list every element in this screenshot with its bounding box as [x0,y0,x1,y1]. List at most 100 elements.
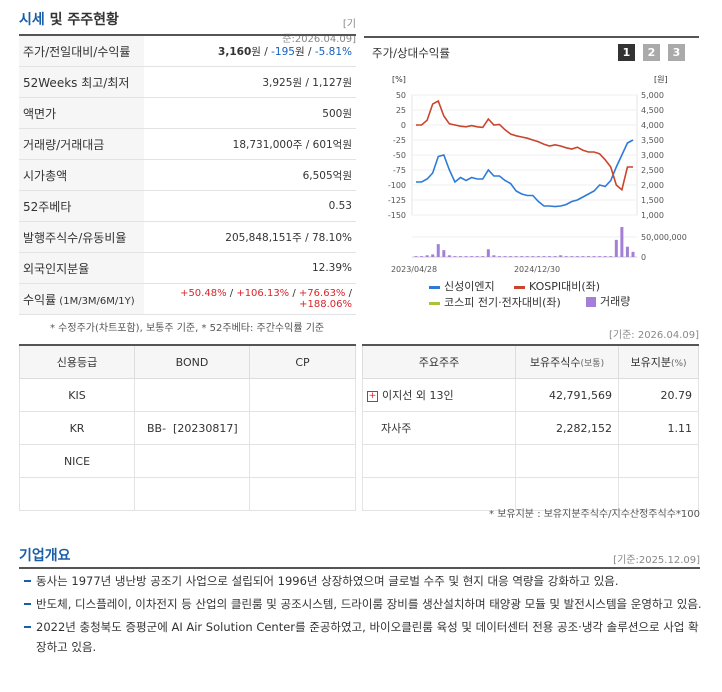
row-shares: 발행주식수/유동비율 205,848,151주 / 78.10% [19,221,356,253]
y-right-tick: 4,500 [641,106,664,115]
series-line-stock [416,139,634,208]
volume-bar [625,246,629,257]
row-returns: 수익률 (1M/3M/6M/1Y) +50.48% / +106.13% / +… [19,283,356,315]
value-foreign: 12.39% [144,252,356,284]
volume-bar [614,239,618,257]
row-52w: 52Weeks 최고/최저 3,925원 / 1,127원 [19,66,356,98]
row-marketcap: 시가총액 6,505억원 [19,159,356,191]
basis-date-2: [기준: 2026.04.09] [608,330,699,341]
row-price: 주가/전일대비/수익률 3,160원 / -195원 / -5.81% [19,36,356,67]
change-pct: -5.81% [314,45,352,58]
credit-top-rule [19,344,356,346]
holders-header-shares: 보유주식수(보통) [515,346,619,379]
legend-volume: 거래량 [586,293,630,309]
volume-bar [598,256,602,257]
volume-bar [486,249,490,257]
volume-tick: 50,000,000 [641,233,687,242]
row-beta: 52주베타 0.53 [19,190,356,222]
y-left-tick: -50 [393,151,406,160]
holder-shares: 2,282,152 [515,411,619,445]
return-1m: +50.48% [180,288,227,299]
volume-tick-zero: 0 [641,253,646,262]
period-button-3[interactable]: 3 [668,44,685,61]
volume-bar [609,256,613,257]
y-right-tick: 2,500 [641,166,664,175]
volume-bar [631,251,635,257]
volume-bar [548,256,552,257]
volume-bar [425,255,429,257]
volume-bar [503,256,507,257]
return-6m: +76.63% [298,288,346,299]
holder-shares: 42,791,569 [515,378,619,412]
volume-bar [414,256,418,257]
list-item: 동사는 1977년 냉난방 공조기 사업으로 설립되어 1996년 상장하였으며… [22,571,702,591]
overview-list: 동사는 1977년 냉난방 공조기 사업으로 설립되어 1996년 상장하였으며… [22,571,702,660]
volume-bar [492,255,496,257]
holder-pct: 20.79 [618,378,699,412]
credit-header-bond: BOND [134,346,250,379]
legend-sector: 코스피 전기·전자대비(좌) [429,294,561,310]
return-3m: +106.13% [236,288,290,299]
volume-bar [525,256,529,257]
value-par: 500원 [144,97,356,129]
volume-bar [431,254,435,257]
y-left-tick: 25 [396,106,406,115]
volume-bar [570,256,574,257]
credit-header-rating: 신용등급 [19,346,135,379]
holders-top-rule [362,344,699,346]
volume-bar [520,256,524,257]
volume-bar [470,256,474,257]
holder-pct: 1.11 [618,411,699,445]
value-price: 3,160원 / -195원 / -5.81% [144,36,356,67]
y-left-tick: -150 [388,211,406,220]
volume-bar [531,256,535,257]
table-row [362,444,699,478]
y-right-tick: 4,000 [641,121,664,130]
table-row: NICE [19,444,356,478]
volume-bar [442,250,446,257]
volume-bar [559,255,563,257]
legend-kospi: KOSPI대비(좌) [514,278,600,294]
y-left-tick: -25 [393,136,406,145]
price-value: 3,160 [218,45,252,58]
legend-stock-swatch [429,285,440,289]
holders-header-name: 주요주주 [362,346,516,379]
legend-volume-swatch [586,297,596,307]
holders-header-pct: 보유지분(%) [618,346,699,379]
price-chart: [%] [원] 50 5,000 25 4,500 0 4,000 -25 3,500 -50 3,0… [388,75,687,274]
volume-bar [553,256,557,257]
volume-bar [514,256,518,257]
volume-bar [447,255,451,257]
y-left-tick: -75 [393,166,406,175]
chart-title: 주가/상대수익률 [372,46,450,60]
credit-rating-table: 신용등급 BOND CP KIS KR BB- [20230817] NICE [19,346,356,511]
period-button-2[interactable]: 2 [643,44,660,61]
y-left-tick: 50 [396,91,406,100]
volume-bar [603,256,607,257]
table-row: KIS [19,378,356,412]
value-52w: 3,925원 / 1,127원 [144,66,356,98]
credit-header-cp: CP [249,346,356,379]
volume-bar [542,256,546,257]
expand-icon[interactable]: + [367,390,378,402]
market-section-title: 시세 및 주주현황 [19,12,119,28]
volume-bar [581,256,585,257]
change-value: -195 [271,45,295,58]
table-row [19,477,356,511]
period-button-1[interactable]: 1 [618,44,635,61]
legend-stock: 신성이엔지 [429,278,495,294]
series-line-kospi [416,99,633,192]
y-left-tick: -100 [388,181,406,190]
y-right-tick: 3,500 [641,136,664,145]
market-summary-table: 주가/전일대비/수익률 3,160원 / -195원 / -5.81% 52We… [19,36,356,315]
holders-note: * 보유지분 : 보유지분주식수/지수산정주식수*100 [489,509,700,520]
volume-bar [536,256,540,257]
list-item: 반도체, 디스플레이, 이차전지 등 산업의 클린룸 및 공조시스템, 드라이룸… [22,594,702,614]
x-tick-label: 2024/12/30 [514,265,560,274]
legend-sector-swatch [429,301,440,305]
volume-bar [575,256,579,257]
holder-name[interactable]: 이지선 외 13인 [382,389,454,402]
value-returns: +50.48% / +106.13% / +76.63% / +188.06% [144,283,356,315]
value-volume: 18,731,000주 / 601억원 [144,128,356,160]
y-right-tick: 3,000 [641,151,664,160]
